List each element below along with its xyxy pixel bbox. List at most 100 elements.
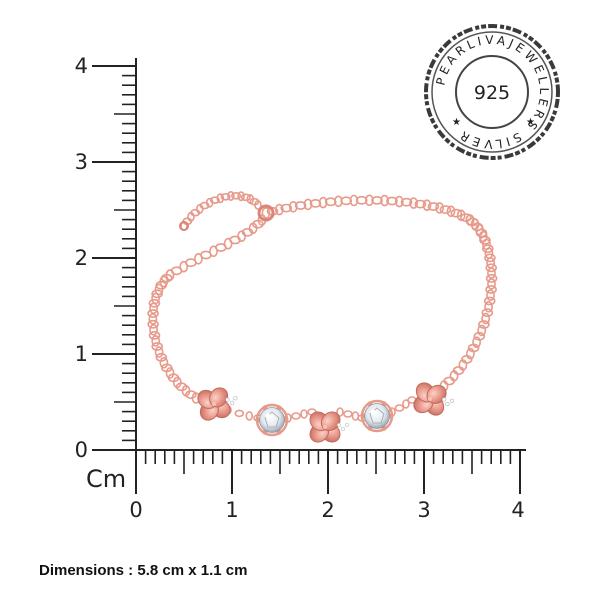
chain-link [485, 285, 497, 294]
v-tick-label-3: 3 [75, 150, 88, 174]
pave-stone [230, 400, 235, 405]
chain-link [435, 202, 444, 214]
chain-link [172, 376, 182, 389]
chain-link [209, 196, 220, 204]
chain-link [484, 300, 493, 313]
clasp-ring [257, 204, 275, 222]
chain-link [456, 209, 466, 222]
chain-link [291, 412, 301, 420]
chain-link [466, 217, 479, 227]
seal-inner-ring [455, 55, 529, 129]
chain-link [220, 193, 231, 201]
chain-link [459, 213, 472, 222]
chain-link [409, 197, 418, 209]
chain-link [223, 237, 233, 250]
v-tick-label-1: 1 [75, 342, 88, 366]
h-tick-label-1: 1 [225, 498, 238, 522]
chain-link [380, 194, 389, 207]
stone-face [364, 403, 390, 429]
chain-link [294, 201, 307, 210]
chain-link [209, 245, 218, 258]
h-tick-label-0: 0 [129, 498, 142, 522]
chain-link [148, 330, 161, 340]
stone-sparkle [265, 413, 271, 419]
clasp [179, 204, 275, 231]
chain-link [237, 230, 246, 242]
chain-link [147, 319, 159, 329]
vertical-ruler-ticks [92, 65, 136, 451]
chain-link [483, 296, 496, 306]
h-tick-label-4: 4 [511, 498, 524, 522]
round-stone-1 [255, 403, 289, 437]
horizontal-ruler-labels: 0 1 2 3 4 [129, 498, 524, 522]
chain-link [336, 407, 344, 417]
horizontal-ruler-ticks [135, 450, 521, 494]
chain-link [300, 409, 308, 419]
chain-link [241, 227, 254, 237]
chain-link [486, 256, 495, 269]
round-stone-2 [360, 399, 394, 433]
pave-stone [344, 422, 350, 428]
chain-link [465, 347, 475, 360]
chain-link [477, 324, 487, 337]
chain-link [237, 191, 245, 202]
chain-link [472, 336, 481, 349]
chain-link [318, 196, 328, 209]
seal-outer-ring [424, 24, 560, 160]
pave-stone [225, 397, 230, 402]
chain-link [394, 195, 404, 208]
dimensions-caption: Dimensions : 5.8 cm x 1.1 cm [39, 562, 248, 579]
chain-link [227, 191, 235, 202]
chain-link [485, 273, 498, 283]
chain-link [151, 335, 161, 347]
chain-link [402, 399, 410, 409]
chain-link [371, 195, 383, 205]
chain-link [343, 410, 353, 418]
chain-link [439, 205, 452, 214]
chain-link [231, 192, 242, 200]
clover-charm-2 [309, 411, 350, 443]
chain-link [148, 313, 158, 325]
chain-link [333, 195, 343, 208]
h-tick-label-2: 2 [321, 498, 334, 522]
chain-link [274, 203, 284, 216]
chain-link [450, 208, 463, 218]
chain-link [473, 331, 486, 341]
chain-link [193, 252, 203, 265]
chain-link [458, 359, 468, 371]
clover-center [428, 397, 432, 401]
chain-link [240, 193, 251, 202]
chain-link [216, 193, 225, 204]
chain-link [484, 253, 496, 263]
chain-link [199, 201, 210, 210]
chain-link [147, 309, 159, 318]
chain-link [185, 390, 197, 399]
chain-link [234, 409, 245, 418]
chain-link [179, 260, 189, 273]
chain-link [165, 367, 175, 379]
clasp-jump-ring [179, 221, 189, 231]
pave-stone [336, 422, 342, 428]
chain-link [151, 342, 163, 351]
chain-link [487, 267, 496, 279]
chain-link [486, 289, 495, 302]
chain-link [159, 356, 169, 369]
chain-link [309, 198, 322, 208]
vertical-ruler: 0 1 2 3 4 [75, 54, 137, 462]
pave-stone [233, 396, 238, 401]
chain-link [485, 263, 498, 273]
chain-link [151, 292, 160, 305]
v-tick-label-2: 2 [75, 246, 88, 270]
bracelet-charms [197, 382, 455, 443]
chain-link [288, 201, 298, 213]
chain-link [422, 199, 432, 211]
seal-star-right-icon: ★ [526, 117, 535, 128]
stone-face [259, 407, 285, 433]
chain-link [151, 289, 163, 299]
chain-link [400, 197, 413, 207]
chain-link [280, 203, 293, 213]
chain-link [364, 194, 374, 207]
chain-link [149, 302, 158, 315]
chain-link [349, 194, 359, 207]
clover-charm-1 [197, 387, 238, 421]
